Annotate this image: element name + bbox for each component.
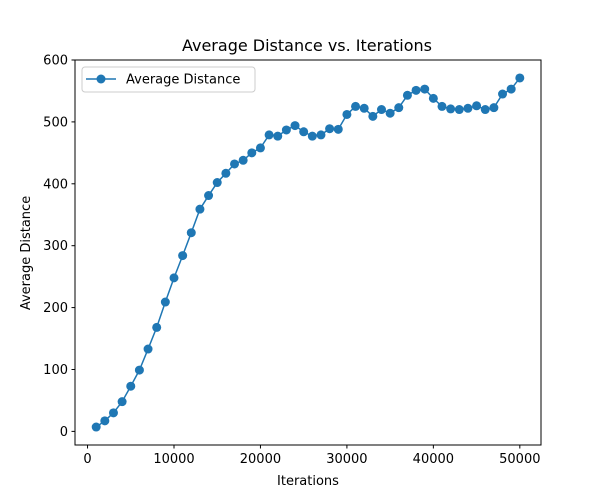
- y-tick-label: 0: [60, 425, 68, 440]
- data-point: [402, 90, 412, 100]
- data-point: [152, 322, 162, 332]
- axis-ticks: 0 10000 20000 30000 40000 50000 0 100 200 300 400 5…: [43, 54, 540, 468]
- legend-label: Average Distance: [126, 73, 240, 88]
- y-tick-label: 400: [43, 177, 68, 192]
- data-point: [108, 408, 118, 418]
- data-point: [420, 84, 430, 94]
- data-point: [454, 105, 464, 115]
- data-point: [221, 168, 231, 178]
- data-point: [247, 148, 257, 158]
- legend: Average Distance: [81, 66, 256, 93]
- data-point: [394, 103, 404, 113]
- chart-title: Average Distance vs. Iterations: [182, 36, 432, 55]
- data-point: [480, 105, 490, 115]
- data-point: [169, 273, 179, 283]
- data-point: [498, 89, 508, 99]
- data-point: [428, 93, 438, 103]
- data-point: [281, 125, 291, 135]
- data-point: [143, 344, 153, 354]
- data-point: [515, 73, 525, 83]
- x-tick-label: 30000: [326, 452, 367, 467]
- data-point: [359, 103, 369, 113]
- x-tick-label: 0: [83, 452, 91, 467]
- data-point: [472, 101, 482, 111]
- series-markers: [91, 73, 525, 432]
- data-point: [316, 130, 326, 140]
- legend-marker-icon: [96, 74, 106, 84]
- data-point: [204, 191, 214, 201]
- data-point: [186, 228, 196, 238]
- data-point: [290, 121, 300, 131]
- x-tick-label: 10000: [153, 452, 194, 467]
- data-point: [264, 130, 274, 140]
- data-point: [126, 381, 136, 391]
- data-point: [238, 155, 248, 165]
- data-point: [273, 131, 283, 141]
- y-tick-label: 200: [43, 301, 68, 316]
- data-point: [411, 85, 421, 95]
- y-tick-label: 300: [43, 239, 68, 254]
- x-axis-label: Iterations: [277, 474, 339, 489]
- x-tick-label: 50000: [499, 452, 540, 467]
- data-point: [385, 108, 395, 118]
- data-point: [342, 109, 352, 119]
- plot-area: [75, 60, 541, 445]
- data-point: [134, 365, 144, 375]
- data-point: [195, 204, 205, 214]
- x-tick-label: 40000: [413, 452, 454, 467]
- data-point: [100, 416, 110, 426]
- data-point: [325, 124, 335, 134]
- data-point: [437, 101, 447, 111]
- data-point: [446, 104, 456, 114]
- data-point: [506, 84, 516, 94]
- legend-box: [81, 66, 256, 93]
- x-tick-label: 20000: [240, 452, 281, 467]
- y-tick-label: 600: [43, 54, 68, 69]
- data-point: [489, 103, 499, 113]
- data-point: [333, 124, 343, 134]
- y-tick-label: 500: [43, 115, 68, 130]
- data-point: [212, 178, 222, 188]
- data-point: [160, 297, 170, 307]
- data-point: [376, 105, 386, 115]
- data-point: [368, 111, 378, 121]
- y-tick-label: 100: [43, 363, 68, 378]
- data-point: [255, 143, 265, 153]
- data-point: [178, 251, 188, 261]
- data-point: [351, 101, 361, 111]
- data-point: [230, 159, 240, 169]
- data-point: [463, 103, 473, 113]
- y-axis-label: Average Distance: [19, 196, 34, 310]
- data-point: [91, 422, 101, 432]
- data-point: [117, 397, 127, 407]
- axes-frame: [74, 59, 542, 446]
- data-point: [299, 127, 309, 137]
- data-point: [307, 131, 317, 141]
